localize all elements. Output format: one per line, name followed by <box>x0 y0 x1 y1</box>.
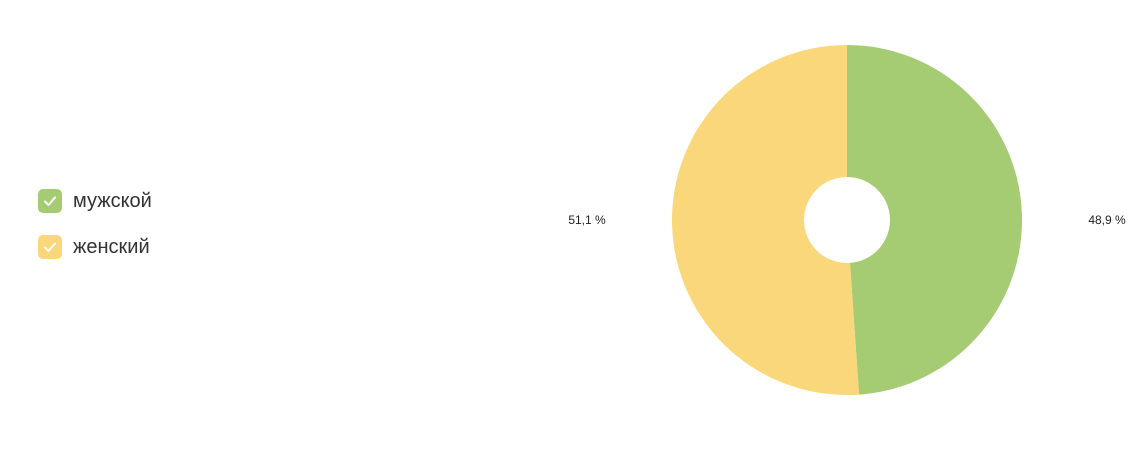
pie-slice-male[interactable] <box>847 45 1022 395</box>
chart-legend: мужской женский <box>38 186 152 278</box>
slice-label-female: 51,1 % <box>568 213 606 227</box>
pie-slice-female[interactable] <box>671 45 860 395</box>
legend-checkbox-male[interactable] <box>38 189 62 213</box>
slice-label-male: 48,9 % <box>1088 213 1126 227</box>
checkmark-icon <box>44 242 56 252</box>
legend-item-female[interactable]: женский <box>38 232 152 262</box>
legend-checkbox-female[interactable] <box>38 235 62 259</box>
legend-item-male[interactable]: мужской <box>38 186 152 216</box>
checkmark-icon <box>44 196 56 206</box>
legend-label-male: мужской <box>73 190 152 212</box>
legend-label-female: женский <box>73 236 150 258</box>
